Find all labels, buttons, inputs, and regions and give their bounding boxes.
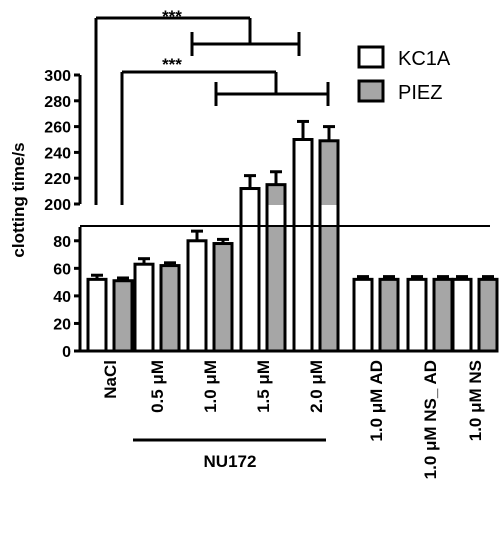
x-tick-labels: NaCl 0.5 μM 1.0 μM 1.5 μM 2.0 μM 1.0 μM AD 1.0… — [101, 360, 485, 479]
y-tick-label: 40 — [53, 289, 71, 306]
group-label: NU172 — [204, 452, 257, 471]
x-tick-label: 1.5 μM — [254, 360, 273, 413]
x-tick-label: 2.0 μM — [307, 360, 326, 413]
x-tick-label: 1.0 μM — [201, 360, 220, 413]
bar-kc1a — [133, 262, 155, 353]
bar-kc1a — [292, 138, 314, 353]
y-axis-label: clotting time/s — [9, 142, 28, 257]
bar-piez — [212, 242, 234, 353]
x-tick-label: 1.0 μM AD — [367, 360, 386, 442]
bar-kc1a — [352, 277, 374, 353]
bar-piez — [112, 279, 134, 353]
legend-label-piez: PIEZ — [398, 82, 442, 104]
bar-kc1a — [86, 277, 108, 353]
y-tick-label: 280 — [44, 94, 71, 111]
bar-kc1a — [186, 239, 208, 353]
bar-piez — [318, 139, 340, 353]
legend: KC1A PIEZ — [357, 45, 451, 104]
legend-swatch-kc1a — [357, 45, 385, 69]
y-tick-label: 20 — [53, 316, 71, 333]
bar-piez — [159, 264, 181, 353]
x-tick-label: 1.0 μM NS_ AD — [421, 360, 440, 479]
x-tick-label: 1.0 μM NS — [466, 360, 485, 441]
bars — [80, 119, 499, 353]
legend-label-kc1a: KC1A — [398, 48, 451, 70]
y-tick-label: 0 — [62, 344, 71, 361]
x-tick-label: 0.5 μM — [148, 360, 167, 413]
bar-kc1a — [451, 277, 473, 353]
bar-piez — [477, 277, 499, 353]
y-ticks-upper: 200 220 240 260 280 300 — [44, 68, 80, 214]
bar-kc1a — [239, 187, 261, 353]
significance-star-1: *** — [162, 7, 182, 26]
y-tick-label: 300 — [44, 68, 71, 85]
y-tick-label: 80 — [53, 234, 71, 251]
y-tick-label: 260 — [44, 120, 71, 137]
y-tick-label: 60 — [53, 261, 71, 278]
legend-swatch-piez — [357, 79, 385, 103]
significance-star-2: *** — [162, 55, 182, 74]
y-ticks-lower: 0 20 40 60 80 — [53, 234, 80, 361]
y-tick-label: 220 — [44, 171, 71, 188]
bar-piez — [432, 277, 454, 353]
significance-brackets — [94, 16, 330, 205]
x-tick-label: NaCl — [101, 360, 120, 399]
bar-kc1a — [406, 277, 428, 353]
y-tick-label: 240 — [44, 145, 71, 162]
bar-piez — [378, 277, 400, 353]
y-tick-label: 200 — [44, 197, 71, 214]
